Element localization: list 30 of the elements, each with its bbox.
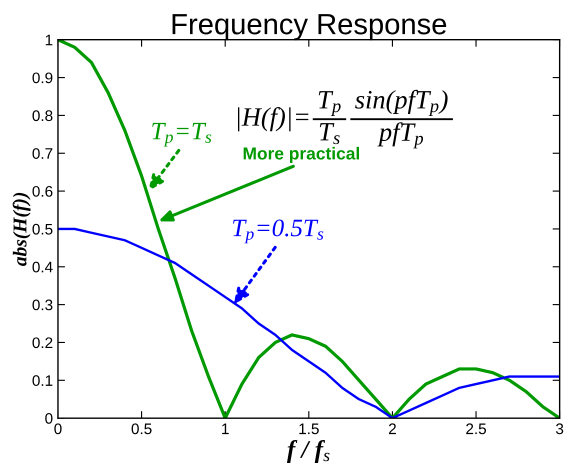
annotation: |H(f)|= — [238, 107, 308, 132]
line-series — [58, 40, 560, 418]
annotation: T$_{p}$ — [318, 91, 341, 116]
chart-title: Frequency Response — [172, 14, 446, 40]
y-tick-label: 0.5 — [32, 224, 52, 235]
x-tick-label: 1 — [222, 424, 229, 434]
x-tick-label: 2.5 — [466, 423, 486, 434]
y-tick-label: 0.4 — [32, 262, 53, 272]
x-tick-label: 2 — [388, 423, 396, 434]
annotation: sin(pfT$_{p}$) — [355, 90, 448, 116]
annotation: T$_{p}$=0.5T$_{s}$ — [233, 220, 324, 244]
y-tick-label: 0 — [45, 413, 53, 424]
y-tick-label: 0.9 — [32, 72, 52, 84]
x-tick-label: 1.5 — [299, 424, 319, 434]
x-axis-title: f / f$_{s}$ — [286, 440, 330, 463]
y-tick-label: 1 — [46, 34, 52, 46]
y-tick-label: 0.7 — [32, 148, 52, 159]
y-tick-label: 0.8 — [32, 110, 52, 122]
x-tick-label: 0.5 — [132, 423, 152, 434]
y-tick-label: 0.1 — [32, 375, 52, 386]
y-tick-label: 0.2 — [32, 337, 52, 348]
annotation: T$_{s}$ — [320, 123, 340, 144]
y-tick-label: 0.3 — [32, 299, 52, 310]
y-tick-label: 0.6 — [32, 186, 52, 197]
annotation: T$_{p}$=T$_{s}$ — [152, 122, 212, 146]
y-axis-title: abs(H(f)) — [12, 192, 30, 266]
x-tick-label: 3 — [556, 423, 564, 434]
x-tick-label: 0 — [54, 423, 62, 434]
annotation: More practical — [244, 146, 359, 164]
annotation: pfT$_{p}$ — [377, 122, 424, 148]
